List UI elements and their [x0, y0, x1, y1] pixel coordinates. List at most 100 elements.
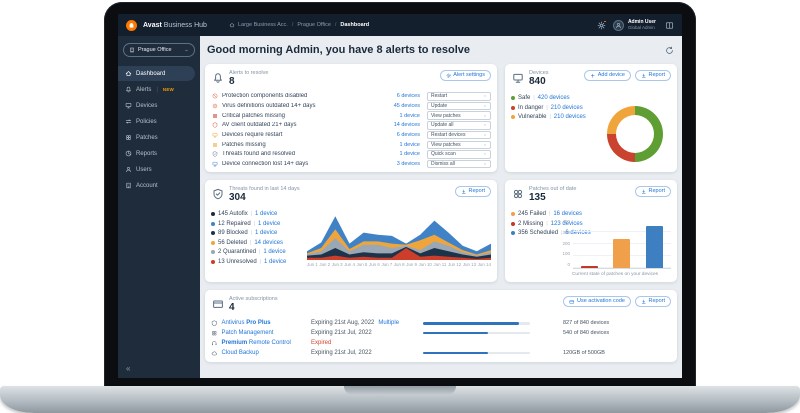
- x-tick-label: Jun 8: [393, 261, 405, 267]
- legend-row: In danger | 210 devices: [511, 103, 671, 113]
- patches-card: Patches out of date 135 Report 245 Faile…: [505, 180, 677, 282]
- dashboard-screen: Avast Business Hub Large Business Acc. / P…: [118, 14, 682, 378]
- chevron-icon: [483, 123, 487, 127]
- chevron-icon: [483, 133, 487, 137]
- y-tick-label: 0: [567, 262, 570, 267]
- alert-devices-link[interactable]: 14 devices: [393, 122, 420, 129]
- bell-icon: [125, 86, 132, 93]
- breadcrumb-item[interactable]: Prague Office: [297, 22, 331, 28]
- new-badge: NEW: [162, 87, 175, 92]
- legend-devices-link[interactable]: 1 device: [258, 220, 281, 227]
- home-icon: [229, 22, 235, 28]
- alert-devices-link[interactable]: 1 device: [399, 151, 421, 158]
- alert-action-select[interactable]: Update all: [427, 121, 491, 130]
- threats-count: 304: [229, 192, 246, 203]
- legend-devices-link[interactable]: 1 device: [255, 230, 278, 237]
- alert-devices-link[interactable]: 45 devices: [393, 103, 420, 110]
- alert-name: Threats found and resolved: [222, 151, 296, 158]
- alert-devices-link[interactable]: 3 devices: [396, 161, 420, 168]
- sidebar-item-users[interactable]: Users: [118, 162, 195, 177]
- sidebar-item-reports[interactable]: Reports: [118, 146, 195, 161]
- threats-report-button[interactable]: Report: [454, 186, 491, 197]
- sidebar-item-devices[interactable]: Devices: [118, 98, 195, 113]
- legend-devices-link[interactable]: 16 devices: [553, 211, 583, 218]
- devices-report-button[interactable]: Report: [634, 70, 671, 81]
- alert-name: Devices require restart: [222, 132, 283, 139]
- legend-devices-link[interactable]: 1 device: [263, 249, 286, 256]
- subscription-name-link[interactable]: Patch Management: [221, 330, 274, 337]
- shield-icon: [211, 320, 218, 327]
- add-device-button[interactable]: Add device: [584, 70, 631, 81]
- use-activation-code-button[interactable]: Use activation code: [563, 296, 631, 307]
- notification-dot: [603, 19, 607, 23]
- sidebar-item-patches[interactable]: Patches: [118, 130, 195, 145]
- devices-count: 840: [529, 76, 546, 87]
- alert-action-select[interactable]: Restart devices: [427, 130, 491, 140]
- x-tick-label: Jun 10: [418, 261, 432, 267]
- settings-gear-button[interactable]: [597, 19, 607, 30]
- patch-icon: [212, 113, 218, 119]
- alert-action-select[interactable]: View patches: [427, 140, 491, 150]
- legend-devices-link[interactable]: 420 devices: [537, 95, 570, 102]
- refresh-button[interactable]: [665, 46, 674, 55]
- alert-action-select[interactable]: Quick scan: [427, 150, 491, 159]
- subscription-name-link[interactable]: Antivirus Pro Plus: [221, 320, 271, 327]
- alert-devices-link[interactable]: 1 device: [399, 112, 421, 119]
- breadcrumb-item[interactable]: Large Business Acc.: [237, 22, 288, 28]
- refresh-icon: [665, 46, 674, 55]
- alert-devices-link[interactable]: 1 device: [399, 141, 421, 148]
- threats-area-chart: Jun 1 Jun 2 Jun 3 Jun 4 Jun 5 Jun 6 Jun 7 Jun 8…: [307, 208, 491, 267]
- chevron-down-icon: [184, 48, 189, 53]
- legend-devices-link[interactable]: 1 device: [264, 258, 287, 265]
- shield-icon: [212, 122, 218, 128]
- pie-icon: [125, 150, 132, 157]
- virus-icon: [212, 103, 218, 109]
- virus-icon: [212, 103, 218, 109]
- ban-icon: [212, 93, 218, 99]
- legend-devices-link[interactable]: 123 devices: [550, 220, 583, 227]
- patch-icon: [125, 134, 132, 141]
- alert-action-select[interactable]: Update: [427, 101, 491, 111]
- patch-icon: [211, 330, 218, 337]
- x-tick-label: Jun 11: [433, 261, 447, 267]
- legend-dot: [211, 212, 215, 217]
- headset-icon: [211, 340, 218, 347]
- alert-devices-link[interactable]: 6 devices: [396, 132, 420, 139]
- breadcrumb-item[interactable]: Dashboard: [340, 22, 370, 28]
- sidebar-collapse-button[interactable]: «: [126, 364, 131, 373]
- alert-action-select[interactable]: Dismiss all: [427, 159, 491, 169]
- alert-devices-link[interactable]: 6 devices: [396, 93, 420, 100]
- legend-row: 2 Quarantined | 1 device: [211, 248, 307, 258]
- monitor-icon: [512, 72, 524, 84]
- patches-report-button[interactable]: Report: [634, 186, 671, 197]
- legend-devices-link[interactable]: 1 device: [255, 211, 278, 218]
- y-tick-label: 400: [562, 219, 570, 224]
- legend-devices-link[interactable]: 210 devices: [553, 114, 586, 121]
- chevron-icon: [483, 104, 487, 108]
- legend-devices-link[interactable]: 210 devices: [550, 104, 583, 111]
- sidebar-item-alerts[interactable]: Alerts | NEW: [118, 82, 195, 97]
- legend-row: 13 Unresolved | 1 device: [211, 257, 307, 267]
- console-switcher-button[interactable]: [665, 21, 674, 30]
- laptop-base-notch: [344, 386, 456, 395]
- legend-devices-link[interactable]: 14 devices: [254, 239, 284, 246]
- subscription-name-link[interactable]: Premium Remote Control: [221, 339, 291, 346]
- multiple-link[interactable]: Multiple: [378, 320, 400, 327]
- alert-action-select[interactable]: View patches: [427, 111, 491, 120]
- patches-count: 135: [529, 192, 546, 203]
- org-selector[interactable]: Prague Office: [123, 43, 195, 57]
- alert-settings-button[interactable]: Alert settings: [439, 70, 491, 81]
- alert-action-select[interactable]: Restart: [427, 92, 491, 101]
- user-menu[interactable]: Admin User Global Admin: [612, 19, 656, 31]
- cloud-icon: [211, 350, 218, 357]
- subscriptions-report-button[interactable]: Report: [634, 296, 671, 307]
- sidebar-item-account[interactable]: Account: [118, 178, 195, 193]
- x-tick-label: Jun 1: [307, 261, 318, 267]
- sidebar-nav: Dashboard Alerts | NEW Devices Policies P…: [118, 66, 200, 193]
- patches-card-label: Patches out of date: [529, 186, 577, 192]
- subscription-name-link[interactable]: Cloud Backup: [221, 349, 259, 356]
- sidebar-item-policies[interactable]: Policies: [118, 114, 195, 129]
- sidebar-item-dashboard[interactable]: Dashboard: [118, 66, 195, 81]
- subscription-row: Patch Management Expiring 21st Jul, 2022…: [211, 328, 671, 338]
- alert-row: Threats found and resolved 1 device Quic…: [211, 150, 491, 160]
